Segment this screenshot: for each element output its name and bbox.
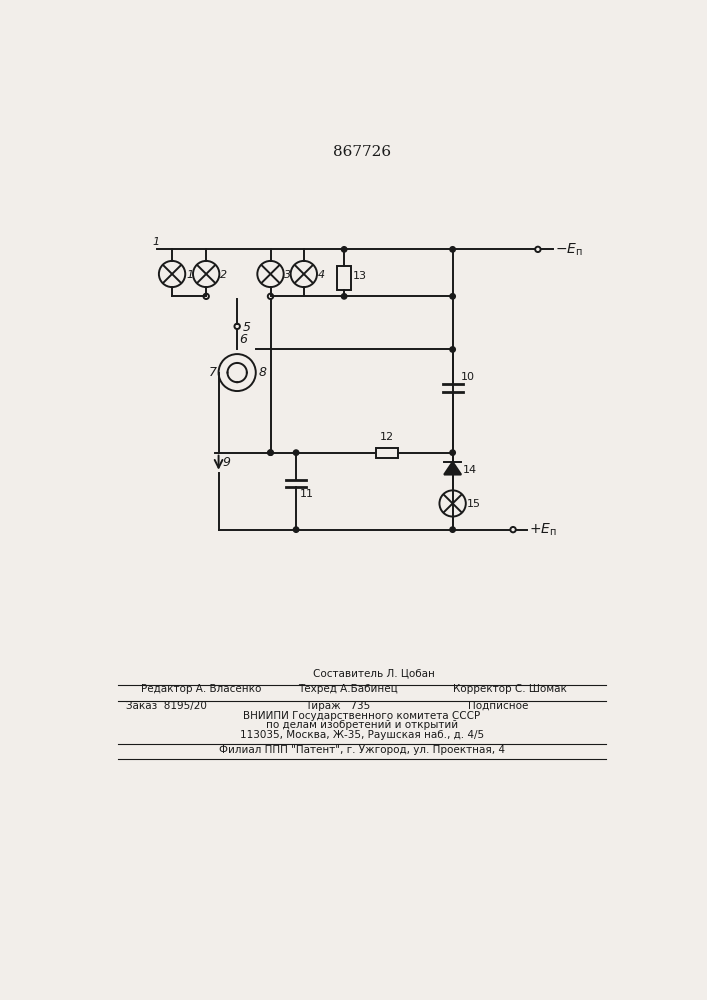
Text: Корректор С. Шомак: Корректор С. Шомак xyxy=(452,684,566,694)
Text: 14: 14 xyxy=(462,465,477,475)
Text: 12: 12 xyxy=(380,432,394,442)
Circle shape xyxy=(450,527,455,532)
Circle shape xyxy=(450,247,455,252)
Text: 13: 13 xyxy=(353,271,367,281)
Text: 2: 2 xyxy=(220,270,227,280)
Text: 6: 6 xyxy=(240,333,247,346)
Circle shape xyxy=(268,450,273,455)
Text: 4: 4 xyxy=(317,270,325,280)
Text: 9: 9 xyxy=(223,456,230,470)
Text: Подписное: Подписное xyxy=(468,701,529,711)
Bar xyxy=(376,448,397,458)
Circle shape xyxy=(450,347,455,352)
Circle shape xyxy=(341,294,347,299)
Text: 7: 7 xyxy=(209,366,217,379)
Text: 15: 15 xyxy=(467,499,481,509)
Text: $+E_\text{п}$: $+E_\text{п}$ xyxy=(529,521,556,538)
Text: Заказ  8195/20: Заказ 8195/20 xyxy=(126,701,206,711)
Text: 10: 10 xyxy=(460,372,474,382)
Text: 8: 8 xyxy=(259,366,267,379)
Circle shape xyxy=(450,450,455,455)
Text: Составитель Л. Цобан: Составитель Л. Цобан xyxy=(313,669,435,679)
Text: Редактор А. Власенко: Редактор А. Власенко xyxy=(141,684,262,694)
Text: 113035, Москва, Ж-35, Раушская наб., д. 4/5: 113035, Москва, Ж-35, Раушская наб., д. … xyxy=(240,730,484,740)
Text: Филиал ППП "Патент", г. Ужгород, ул. Проектная, 4: Филиал ППП "Патент", г. Ужгород, ул. Про… xyxy=(219,745,505,755)
Text: 867726: 867726 xyxy=(333,145,391,159)
Circle shape xyxy=(293,450,299,455)
Text: Тираж   735: Тираж 735 xyxy=(305,701,370,711)
Text: 11: 11 xyxy=(300,489,314,499)
Circle shape xyxy=(268,450,273,455)
Text: 5: 5 xyxy=(243,321,250,334)
Text: Техред А.Бабинец: Техред А.Бабинец xyxy=(298,684,397,694)
Circle shape xyxy=(293,527,299,532)
Text: по делам изобретений и открытий: по делам изобретений и открытий xyxy=(266,720,458,730)
Circle shape xyxy=(341,247,347,252)
Text: 1: 1 xyxy=(153,237,160,247)
Circle shape xyxy=(450,294,455,299)
Text: 1: 1 xyxy=(186,270,193,280)
Polygon shape xyxy=(444,462,461,475)
Text: 3: 3 xyxy=(284,270,291,280)
Bar xyxy=(337,266,351,290)
Text: ВНИИПИ Государственного комитета СССР: ВНИИПИ Государственного комитета СССР xyxy=(243,711,481,721)
Text: $-E_\text{п}$: $-E_\text{п}$ xyxy=(555,241,583,258)
